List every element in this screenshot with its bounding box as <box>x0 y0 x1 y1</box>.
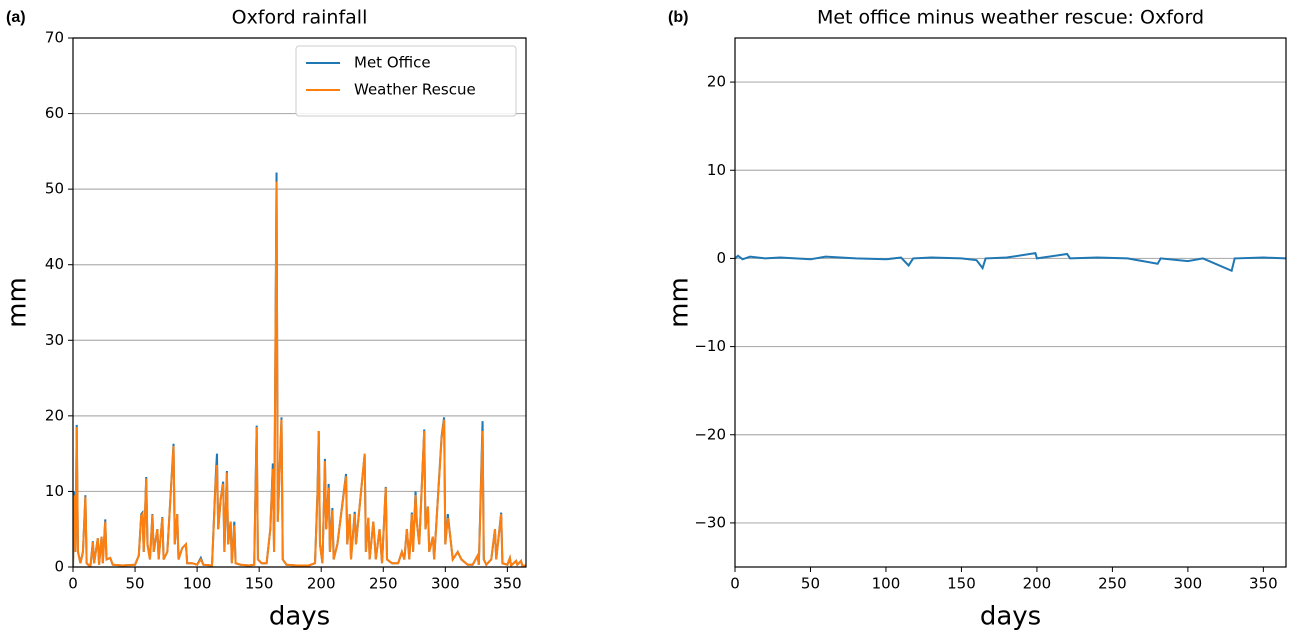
x-tick-label: 200 <box>1023 575 1052 593</box>
legend-box <box>295 45 517 117</box>
x-tick-label: 350 <box>1249 575 1278 593</box>
data-line <box>73 181 526 567</box>
x-tick-label: 150 <box>245 575 274 593</box>
axes-frame <box>72 37 527 568</box>
x-tick-label: 50 <box>126 575 145 593</box>
panel: (b) Met office minus weather rescue: Oxfo… <box>665 7 1287 632</box>
y-tick-label: 0 <box>716 249 726 267</box>
y-tick-label: 70 <box>45 29 64 47</box>
axes-frame <box>734 37 1287 568</box>
y-tick-label: 20 <box>45 406 64 424</box>
panel-label: (b) <box>668 9 688 26</box>
y-tick-label: 40 <box>45 255 64 273</box>
y-tick-label: −10 <box>694 337 726 355</box>
y-axis-label: mm <box>665 277 695 328</box>
y-tick-label: 20 <box>707 73 726 91</box>
x-tick-label: 300 <box>431 575 460 593</box>
x-axis-label: days <box>980 602 1041 632</box>
y-axis-label: mm <box>3 277 33 328</box>
chart-title: Oxford rainfall <box>232 7 368 29</box>
y-tick-label: 10 <box>707 161 726 179</box>
y-tick-label: 0 <box>54 558 64 576</box>
x-tick-label: 250 <box>1098 575 1127 593</box>
plot-area <box>735 252 1286 273</box>
legend-label: Met Office <box>354 54 431 72</box>
data-line <box>735 252 1286 273</box>
x-tick-label: 250 <box>369 575 398 593</box>
x-tick-label: 0 <box>730 575 740 593</box>
plot-area <box>73 172 526 567</box>
panel-label: (a) <box>6 9 26 26</box>
chart-title: Met office minus weather rescue: Oxford <box>817 7 1204 29</box>
x-tick-label: 100 <box>183 575 212 593</box>
x-tick-label: 300 <box>1174 575 1203 593</box>
x-tick-label: 150 <box>947 575 976 593</box>
x-tick-label: 100 <box>872 575 901 593</box>
y-tick-label: 50 <box>45 180 64 198</box>
y-tick-label: −20 <box>694 425 726 443</box>
y-tick-label: −30 <box>694 513 726 531</box>
legend-label: Weather Rescue <box>354 81 476 99</box>
x-tick-label: 200 <box>307 575 336 593</box>
y-tick-label: 10 <box>45 482 64 500</box>
data-line <box>73 172 526 567</box>
legend: Met Office Weather Rescue <box>295 45 517 117</box>
y-tick-label: 60 <box>45 104 64 122</box>
y-tick-label: 30 <box>45 331 64 349</box>
x-tick-label: 350 <box>493 575 522 593</box>
x-tick-label: 0 <box>68 575 78 593</box>
panel: (a) Oxford rainfall 0 10 20 30 40 50 60 70 0 50 100 1… <box>3 7 527 632</box>
x-tick-label: 50 <box>801 575 820 593</box>
x-axis-label: days <box>269 602 330 632</box>
